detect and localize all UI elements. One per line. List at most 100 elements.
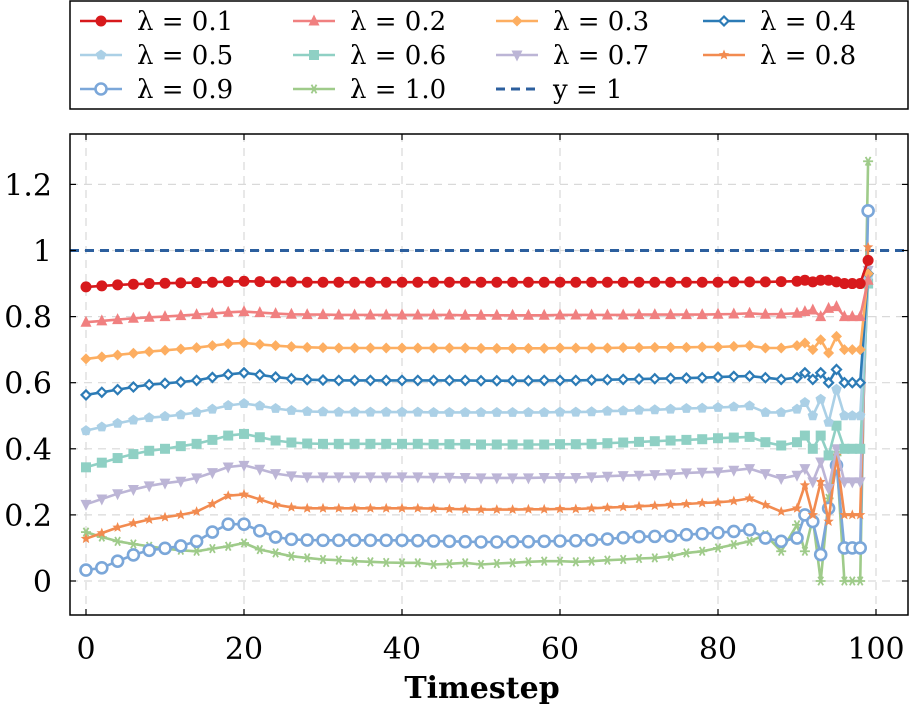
data-point [222, 338, 234, 350]
data-point [728, 432, 739, 443]
data-point [143, 278, 155, 290]
data-point [774, 534, 789, 549]
data-point [410, 533, 425, 548]
data-point [506, 374, 519, 387]
marker-stroke [635, 553, 643, 564]
data-point [190, 374, 203, 387]
data-point [790, 531, 804, 545]
data-point [270, 469, 282, 481]
data-point [554, 406, 566, 417]
data-point [159, 478, 171, 490]
data-point [333, 502, 345, 513]
data-point [760, 499, 771, 510]
data-point [649, 276, 661, 288]
series-0-5 [80, 271, 874, 436]
data-point [586, 406, 597, 417]
data-point [568, 533, 583, 548]
data-point [270, 307, 282, 319]
legend-label: y = 1 [552, 75, 623, 105]
data-point [696, 371, 709, 384]
data-point [112, 417, 123, 428]
data-point [381, 438, 392, 449]
marker-stroke [730, 539, 738, 550]
legend-entry: λ = 0.9 [80, 75, 233, 105]
data-point [554, 503, 566, 514]
marker-stroke [288, 551, 295, 561]
legend-entry: y = 1 [496, 75, 623, 105]
data-point [222, 276, 234, 288]
data-point [96, 280, 108, 292]
legend-marker [94, 82, 108, 96]
data-point [396, 308, 408, 320]
data-point [269, 371, 282, 384]
data-point [586, 556, 597, 566]
data-point [728, 401, 740, 412]
data-point [207, 498, 218, 509]
data-point [286, 501, 297, 512]
data-point [602, 405, 613, 416]
data-point [744, 536, 755, 547]
data-point [759, 342, 771, 354]
data-point [475, 308, 487, 320]
data-point [365, 438, 376, 449]
data-point [846, 477, 858, 489]
data-point [586, 438, 597, 449]
data-point [727, 370, 740, 383]
data-point [127, 311, 139, 323]
data-point [239, 428, 249, 439]
data-point [838, 310, 850, 322]
data-point [237, 517, 251, 531]
data-point [862, 254, 874, 266]
data-point [633, 276, 645, 288]
data-point [459, 406, 471, 417]
data-point [112, 521, 123, 532]
series-layer [70, 156, 908, 586]
y-tick-label: 1 [33, 235, 52, 270]
data-point [159, 344, 171, 356]
data-point [301, 472, 313, 484]
data-point [80, 281, 92, 293]
marker-stroke [398, 558, 406, 568]
data-point [696, 308, 708, 320]
data-point [681, 402, 692, 413]
data-point [364, 472, 376, 484]
marker-stroke [698, 546, 706, 557]
data-point [799, 305, 811, 317]
marker-stroke [619, 554, 627, 565]
data-point [79, 388, 93, 401]
data-point [128, 449, 139, 460]
data-point [191, 406, 202, 417]
data-point [790, 371, 804, 384]
data-point [127, 380, 140, 394]
data-point [442, 534, 457, 549]
data-point [206, 371, 219, 384]
data-point [744, 464, 756, 476]
data-point [205, 525, 220, 539]
data-point [412, 406, 424, 417]
data-point [491, 406, 503, 417]
data-point [443, 472, 455, 484]
data-point [586, 308, 598, 320]
x-tick-label: 60 [541, 632, 579, 667]
data-point [744, 306, 756, 318]
marker-stroke [793, 520, 801, 530]
data-point [799, 546, 810, 557]
data-point [758, 531, 773, 545]
plot-frame [69, 133, 909, 616]
data-point [681, 548, 692, 558]
data-point [838, 376, 851, 389]
data-point [412, 472, 424, 484]
data-point [223, 541, 234, 552]
marker-stroke [746, 536, 753, 547]
marker-stroke [382, 557, 390, 568]
data-point [349, 556, 360, 566]
data-point [143, 310, 155, 322]
data-point [538, 308, 550, 320]
data-point [538, 503, 550, 514]
data-point [522, 276, 534, 288]
y-tick-label: 0.2 [4, 499, 52, 534]
data-point [814, 366, 827, 379]
data-point [523, 406, 534, 417]
data-point [712, 467, 724, 479]
data-point [412, 438, 423, 449]
